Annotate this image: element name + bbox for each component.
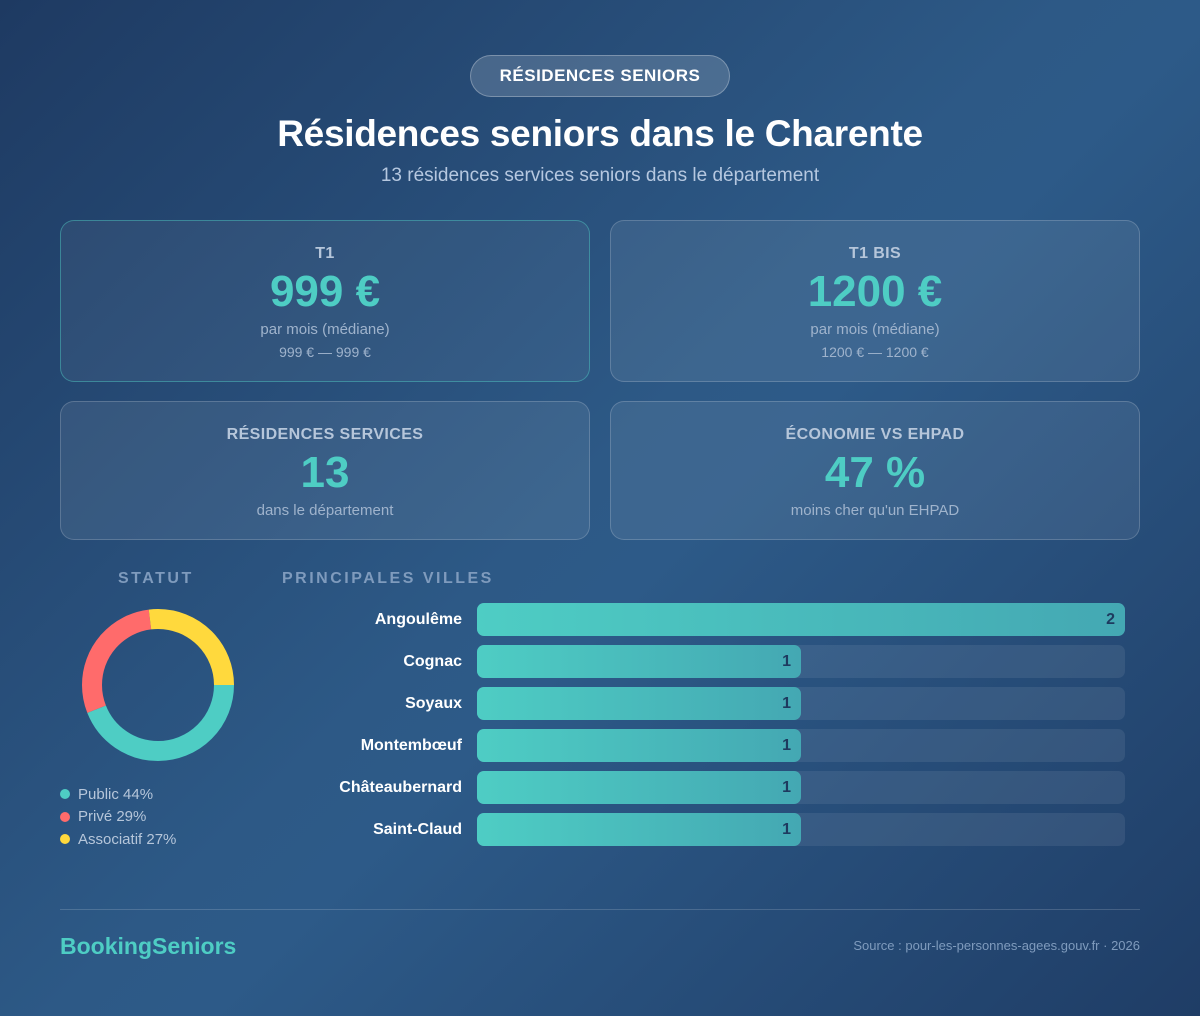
stat-card-residences: RÉSIDENCES SERVICES 13 dans le départeme…	[60, 401, 590, 540]
bar-row: Montembœuf 1	[290, 729, 1140, 762]
brand-logo: BookingSeniors	[60, 933, 237, 959]
card-value: 13	[300, 448, 350, 497]
card-label: RÉSIDENCES SERVICES	[226, 426, 424, 443]
bar-fill: 1	[477, 687, 801, 720]
bar-city-label: Soyaux	[405, 694, 462, 712]
legend-item-prive: Privé 29%	[60, 806, 176, 829]
bar-city-label: Angoulême	[374, 610, 462, 628]
card-sub: par mois (médiane)	[260, 321, 390, 338]
legend-label: Privé 29%	[78, 808, 147, 826]
bar-row: Soyaux 1	[290, 687, 1140, 720]
bar-track: 1	[477, 687, 1125, 720]
bar-city-label: Cognac	[403, 652, 462, 670]
bar-track: 1	[477, 729, 1125, 762]
statut-legend: Public 44% Privé 29% Associatif 27%	[60, 783, 176, 851]
stat-card-t1: T1 999 € par mois (médiane) 999 € — 999 …	[60, 220, 590, 382]
bar-fill: 1	[477, 729, 801, 762]
bar-city-label: Saint-Claud	[373, 820, 462, 838]
bar-row: Saint-Claud 1	[290, 813, 1140, 846]
legend-item-public: Public 44%	[60, 783, 176, 806]
bar-track: 1	[477, 813, 1125, 846]
bar-city-label: Montembœuf	[360, 736, 462, 754]
statut-heading: STATUT	[118, 570, 194, 587]
donut-segment-associatif	[82, 609, 234, 761]
legend-dot-icon	[60, 789, 70, 800]
source-text: Source : pour-les-personnes-agees.gouv.f…	[853, 938, 1140, 953]
bar-fill: 1	[477, 645, 801, 678]
stat-card-t1-bis: T1 BIS 1200 € par mois (médiane) 1200 € …	[610, 220, 1140, 382]
bar-track: 1	[477, 771, 1125, 804]
card-label: T1	[315, 245, 335, 262]
page-title: Résidences seniors dans le Charente	[277, 113, 923, 154]
villes-heading: PRINCIPALES VILLES	[282, 570, 494, 587]
bar-track: 1	[477, 645, 1125, 678]
legend-dot-icon	[60, 834, 70, 845]
card-sub: par mois (médiane)	[810, 321, 940, 338]
card-sub: moins cher qu'un EHPAD	[790, 502, 960, 519]
stat-card-economie: ÉCONOMIE VS EHPAD 47 % moins cher qu'un …	[610, 401, 1140, 540]
bar-track: 2	[477, 603, 1125, 636]
card-value: 1200 €	[807, 267, 943, 316]
bar-row: Cognac 1	[290, 645, 1140, 678]
card-range: 1200 € — 1200 €	[821, 344, 929, 360]
footer-divider	[60, 909, 1140, 910]
donut-segment-prive	[82, 609, 234, 761]
card-label: ÉCONOMIE VS EHPAD	[785, 426, 965, 443]
card-range: 999 € — 999 €	[279, 344, 371, 360]
bar-row: Angoulême 2	[290, 603, 1140, 636]
legend-label: Public 44%	[78, 785, 154, 803]
bar-fill: 2	[477, 603, 1125, 636]
statut-donut-chart	[82, 609, 234, 761]
bar-fill: 1	[477, 771, 801, 804]
card-sub: dans le département	[256, 502, 394, 519]
card-value: 47 %	[824, 448, 926, 497]
legend-item-associatif: Associatif 27%	[60, 828, 176, 851]
legend-label: Associatif 27%	[78, 830, 177, 848]
bar-row: Châteaubernard 1	[290, 771, 1140, 804]
page-subtitle: 13 résidences services seniors dans le d…	[380, 165, 820, 186]
bar-city-label: Châteaubernard	[339, 778, 462, 796]
bar-fill: 1	[477, 813, 801, 846]
legend-dot-icon	[60, 811, 70, 822]
card-value: 999 €	[269, 267, 381, 316]
category-badge: RÉSIDENCES SENIORS	[470, 55, 730, 97]
card-label: T1 BIS	[848, 245, 902, 262]
